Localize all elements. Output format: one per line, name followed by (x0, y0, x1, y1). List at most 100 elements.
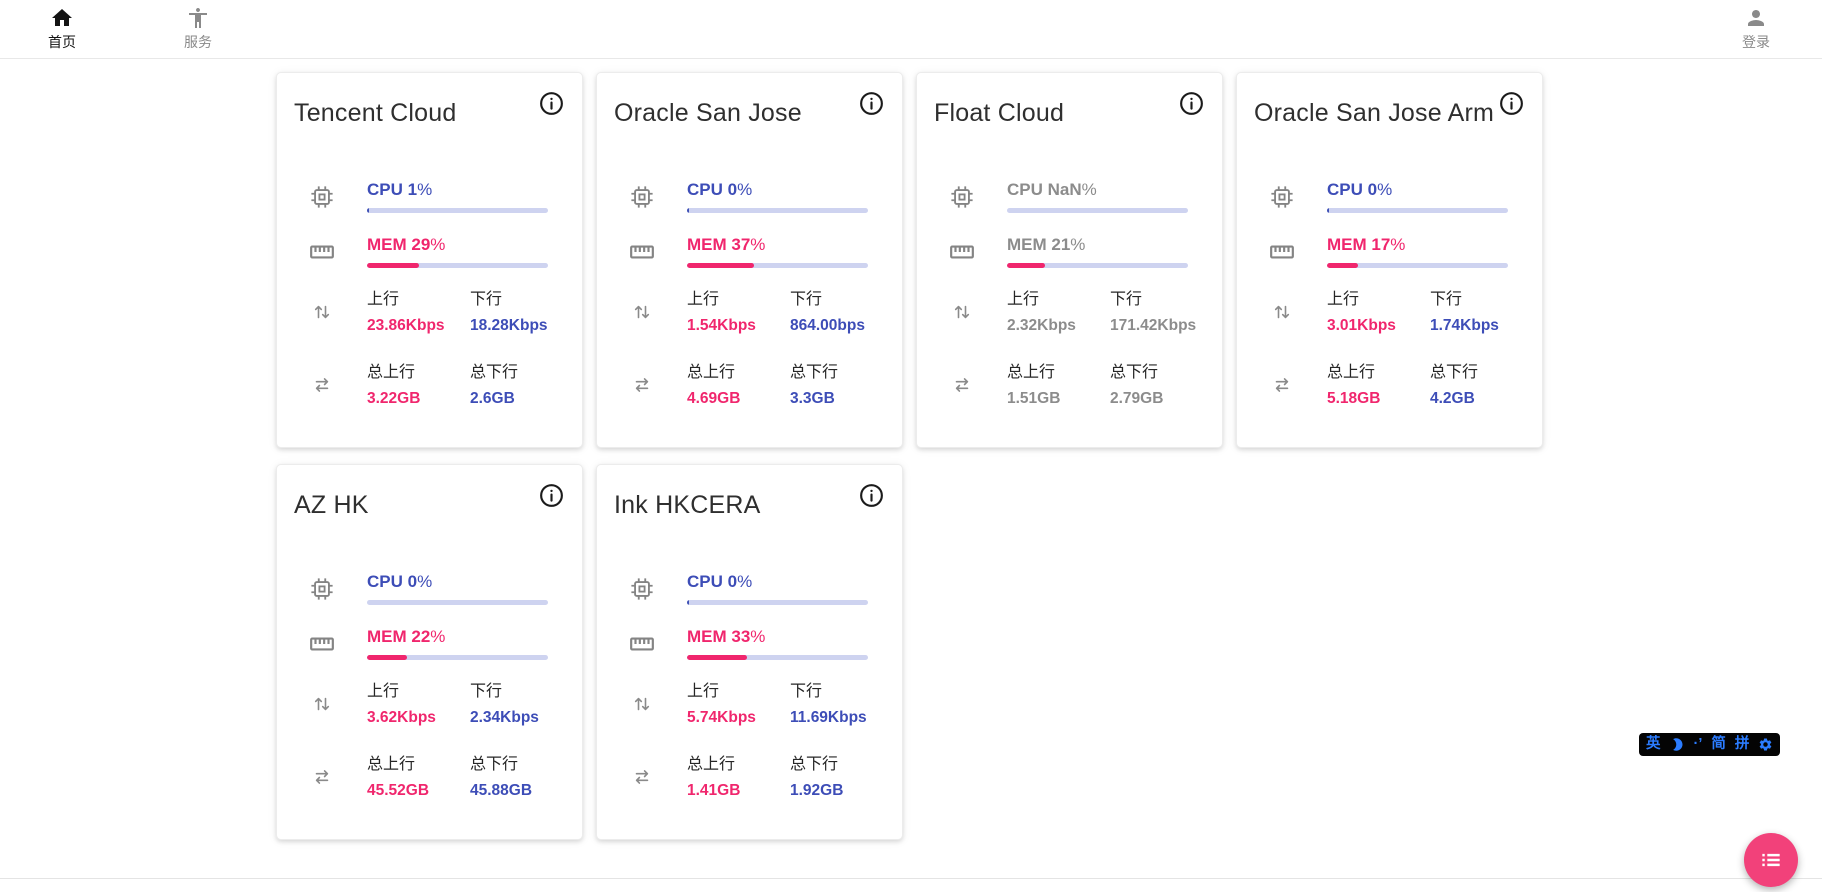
info-icon[interactable] (858, 90, 885, 117)
upload-col: 上行 1.54Kbps (687, 290, 790, 335)
total-upload-col: 总上行 3.22GB (367, 363, 470, 408)
download-value: 864.00bps (790, 317, 865, 334)
total-upload-col: 总上行 1.41GB (687, 755, 790, 800)
total-download-col: 总下行 2.6GB (470, 363, 573, 408)
download-value: 171.42Kbps (1110, 317, 1197, 334)
server-name: Ink HKCERA (614, 491, 761, 519)
cpu-progress-bar (1327, 208, 1508, 213)
total-upload-value: 4.69GB (687, 390, 741, 407)
swap-horiz-icon (277, 755, 367, 800)
cpu-label: CPU 1% (367, 180, 433, 199)
total-upload-col: 总上行 45.52GB (367, 755, 470, 800)
total-download-value: 45.88GB (470, 782, 533, 799)
cpu-chip-icon (917, 180, 1007, 213)
total-upload-label: 总上行 (1327, 364, 1376, 381)
speed-row: 上行 23.86Kbps 下行 18.28Kbps (277, 290, 582, 335)
card-metrics: CPU 1% MEM 29% (277, 180, 582, 408)
info-icon[interactable] (1498, 90, 1525, 117)
mem-row: MEM 17% (1237, 235, 1542, 268)
download-col: 下行 18.28Kbps (470, 290, 573, 335)
download-value: 18.28Kbps (470, 317, 548, 334)
server-list-fab[interactable] (1744, 833, 1798, 887)
cpu-chip-icon (597, 180, 687, 213)
list-icon (1758, 847, 1784, 873)
total-upload-label: 总上行 (367, 756, 416, 773)
mem-label: MEM 29% (367, 235, 446, 254)
upload-value: 1.54Kbps (687, 317, 756, 334)
total-upload-col: 总上行 4.69GB (687, 363, 790, 408)
cpu-progress-bar (687, 600, 868, 605)
footer-divider (0, 878, 1822, 879)
mem-label: MEM 22% (367, 627, 446, 646)
total-download-label: 总下行 (470, 364, 519, 381)
total-download-label: 总下行 (470, 756, 519, 773)
ime-halfwidth-moon-icon[interactable] (1670, 737, 1685, 752)
upload-label: 上行 (367, 683, 400, 700)
download-value: 1.74Kbps (1430, 317, 1499, 334)
download-label: 下行 (470, 291, 503, 308)
info-icon[interactable] (858, 482, 885, 509)
swap-vert-icon (277, 290, 367, 335)
server-name: Float Cloud (934, 99, 1065, 127)
total-upload-label: 总上行 (367, 364, 416, 381)
server-card: Tencent Cloud CPU 1% (276, 72, 583, 448)
upload-value: 3.01Kbps (1327, 317, 1396, 334)
total-row: 总上行 1.41GB 总下行 1.92GB (597, 755, 902, 800)
download-value: 2.34Kbps (470, 709, 539, 726)
swap-vert-icon (597, 290, 687, 335)
ruler-icon (1237, 235, 1327, 268)
cpu-chip-icon (277, 180, 367, 213)
mem-progress-bar (367, 655, 548, 660)
person-icon (1744, 6, 1768, 30)
download-label: 下行 (1430, 291, 1463, 308)
ime-simplified-mode[interactable]: 简 (1711, 736, 1726, 753)
swap-horiz-icon (917, 363, 1007, 408)
mem-row: MEM 33% (597, 627, 902, 660)
cpu-row: CPU 0% (1237, 180, 1542, 213)
mem-progress-fill (1007, 263, 1045, 268)
mem-label: MEM 17% (1327, 235, 1406, 254)
download-col: 下行 864.00bps (790, 290, 893, 335)
swap-vert-icon (917, 290, 1007, 335)
swap-vert-icon (597, 682, 687, 727)
info-icon[interactable] (538, 482, 565, 509)
download-label: 下行 (1110, 291, 1143, 308)
download-label: 下行 (790, 683, 823, 700)
nav-item-login[interactable]: 登录 (1730, 6, 1782, 52)
mem-progress-fill (367, 263, 420, 268)
nav-item-home[interactable]: 首页 (36, 6, 88, 52)
swap-horiz-icon (277, 363, 367, 408)
download-value: 11.69Kbps (790, 709, 867, 726)
mem-progress-fill (687, 263, 754, 268)
speed-row: 上行 3.01Kbps 下行 1.74Kbps (1237, 290, 1542, 335)
swap-vert-icon (1237, 290, 1327, 335)
info-icon[interactable] (538, 90, 565, 117)
total-download-value: 1.92GB (790, 782, 844, 799)
card-metrics: CPU 0% MEM 33% (597, 572, 902, 800)
server-card: Oracle San Jose CPU 0% (596, 72, 903, 448)
upload-col: 上行 3.62Kbps (367, 682, 470, 727)
swap-horiz-icon (1237, 363, 1327, 408)
total-row: 总上行 4.69GB 总下行 3.3GB (597, 363, 902, 408)
swap-horiz-icon (597, 755, 687, 800)
card-metrics: CPU NaN% MEM 21% (917, 180, 1222, 408)
cpu-label: CPU NaN% (1007, 180, 1097, 199)
upload-label: 上行 (1327, 291, 1360, 308)
total-row: 总上行 3.22GB 总下行 2.6GB (277, 363, 582, 408)
server-grid: Tencent Cloud CPU 1% (276, 72, 1556, 840)
ime-pinyin-mode[interactable]: 拼 (1734, 736, 1750, 753)
total-upload-label: 总上行 (1007, 364, 1056, 381)
speed-row: 上行 2.32Kbps 下行 171.42Kbps (917, 290, 1222, 335)
total-row: 总上行 5.18GB 总下行 4.2GB (1237, 363, 1542, 408)
ime-english-mode[interactable]: 英 (1646, 736, 1661, 753)
cpu-progress-bar (1007, 208, 1188, 213)
ime-settings-gear-icon[interactable] (1758, 737, 1773, 752)
server-card: Ink HKCERA CPU 0% (596, 464, 903, 840)
accessibility-icon (186, 6, 210, 30)
cpu-progress-bar (367, 208, 548, 213)
download-label: 下行 (470, 683, 503, 700)
info-icon[interactable] (1178, 90, 1205, 117)
ime-punctuation-mode[interactable]: ·’ (1693, 736, 1703, 753)
cpu-progress-fill (687, 208, 689, 213)
nav-item-services[interactable]: 服务 (172, 6, 224, 52)
